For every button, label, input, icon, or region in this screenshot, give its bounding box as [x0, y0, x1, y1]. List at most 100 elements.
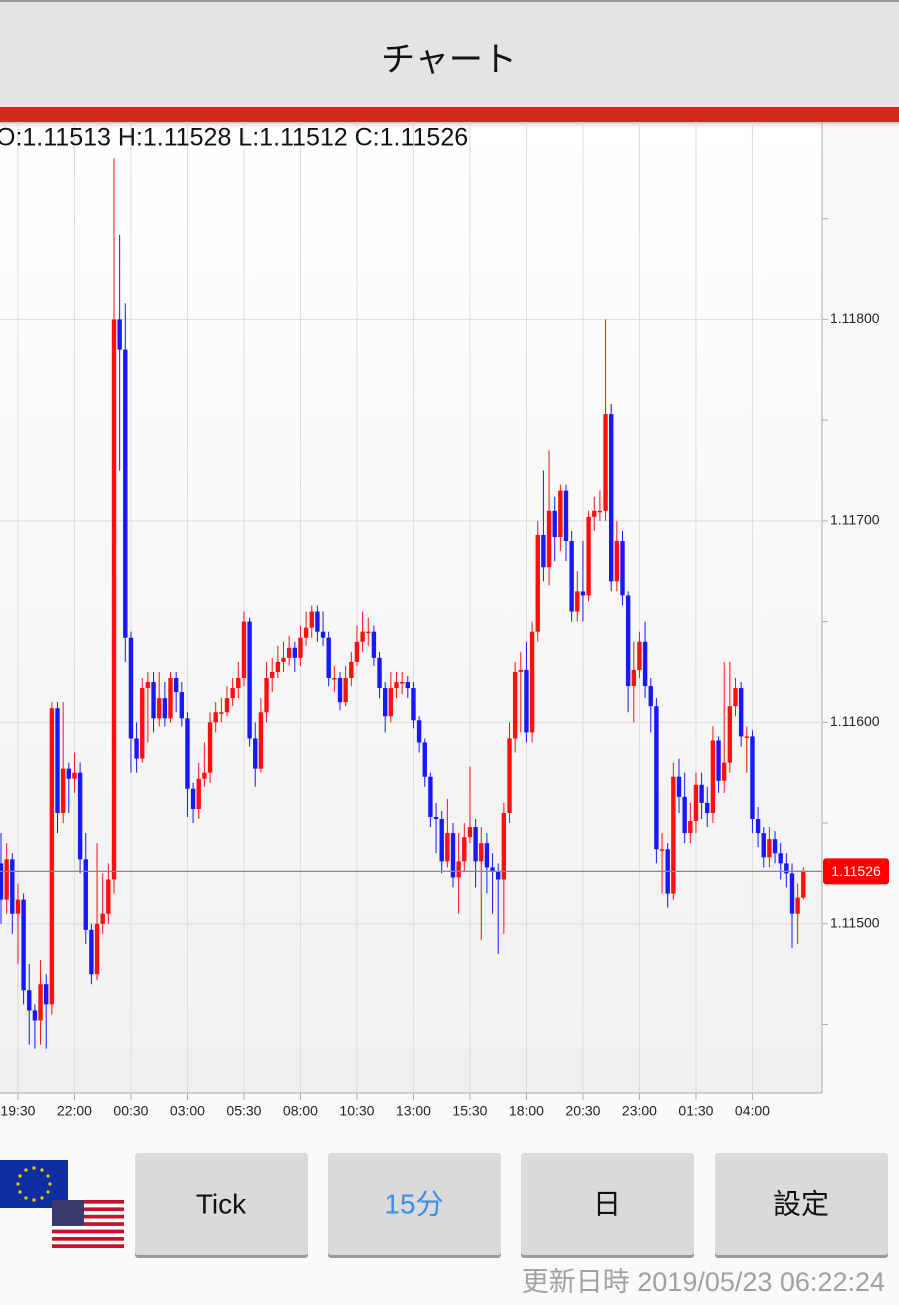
candle-body: [281, 657, 286, 662]
candle-body: [128, 637, 134, 739]
candle-body: [473, 827, 478, 862]
button-face: [328, 1153, 501, 1255]
candle-body: [750, 736, 755, 820]
candle-body: [479, 843, 484, 862]
candle-body: [332, 678, 337, 680]
candle-body: [258, 712, 264, 769]
candle-body: [416, 720, 422, 743]
candle-body: [784, 863, 789, 874]
candle-body: [462, 837, 467, 862]
candle-body: [450, 833, 456, 878]
candle-body: [320, 631, 326, 638]
tab-button[interactable]: 設定: [715, 1153, 888, 1258]
candle-body: [179, 692, 184, 719]
candle-body: [512, 671, 518, 739]
x-tick-label: 00:30: [113, 1103, 148, 1119]
candle-body: [315, 611, 320, 632]
candle-body: [230, 688, 235, 699]
button-face: [135, 1153, 308, 1255]
candle-body: [795, 897, 800, 914]
button-label: 設定: [773, 1188, 829, 1219]
candle-body: [682, 796, 687, 834]
candle-body: [134, 738, 139, 759]
red-bar-shadow: [0, 122, 899, 128]
candle-body: [360, 631, 365, 642]
ohlc-readout: O:1.11513 H:1.11528 L:1.11512 C:1.11526: [0, 124, 468, 152]
candle-body: [671, 776, 676, 894]
candle-body: [744, 736, 749, 738]
candle-body: [755, 819, 761, 834]
button-face: [521, 1153, 694, 1255]
candle-body: [625, 595, 631, 687]
candle-body: [484, 843, 490, 868]
y-tick-label: 1.11500: [830, 914, 880, 930]
candle-body: [580, 591, 586, 596]
candle-body: [190, 788, 196, 809]
candle-body: [501, 812, 507, 880]
candle-body: [648, 686, 653, 707]
candle-body: [253, 738, 258, 769]
x-tick-label: 10:30: [339, 1103, 374, 1119]
tab-button[interactable]: Tick: [135, 1153, 308, 1258]
x-tick-label: 18:00: [509, 1103, 544, 1119]
plot-area: [0, 122, 822, 1093]
candle-body: [433, 817, 439, 820]
candle-body: [106, 879, 111, 914]
button-label: 15分: [384, 1188, 443, 1219]
candle-body: [535, 534, 540, 632]
candle-body: [337, 678, 343, 703]
candle-body: [541, 534, 546, 568]
candle-body: [173, 678, 179, 693]
candle-body: [298, 637, 303, 658]
candle-body: [603, 414, 608, 511]
candle-body: [27, 990, 32, 1011]
candle-body: [642, 641, 648, 687]
x-tick-label: 23:00: [622, 1103, 657, 1119]
tab-button[interactable]: 日: [521, 1153, 694, 1258]
candle-body: [309, 611, 314, 628]
red-bar: [0, 107, 899, 122]
candle-body: [196, 778, 201, 809]
candle-body: [151, 682, 156, 719]
us-flag: [52, 1200, 124, 1248]
candle-body: [145, 682, 151, 689]
candle-body: [100, 913, 105, 924]
candle-body: [654, 706, 659, 850]
candle-body: [496, 871, 501, 880]
candle-body: [439, 819, 444, 862]
candle-body: [38, 984, 43, 1021]
candle-body: [529, 631, 535, 733]
candle-body: [66, 768, 71, 779]
x-tick-label: 19:30: [0, 1103, 35, 1119]
candle-body: [21, 899, 26, 991]
candle-body: [111, 319, 117, 880]
x-tick-label: 22:00: [57, 1103, 92, 1119]
button-label: Tick: [196, 1188, 247, 1219]
candle-body: [422, 742, 427, 777]
candle-body: [264, 678, 269, 713]
candle-body: [592, 510, 597, 517]
candle-body: [383, 688, 388, 717]
y-tick-label: 1.11800: [830, 310, 880, 326]
candle-body: [371, 631, 377, 658]
candle-body: [168, 678, 173, 719]
candle-body: [117, 319, 122, 350]
update-time: 更新日時 2019/05/23 06:22:24: [522, 1267, 885, 1297]
tab-button[interactable]: 15分: [328, 1153, 501, 1258]
candle-body: [185, 718, 190, 789]
candle-body: [716, 740, 721, 781]
candle-body: [727, 706, 733, 763]
last-price-label: 1.11526: [831, 863, 881, 879]
candle-body: [123, 349, 128, 638]
candle-body: [157, 698, 162, 719]
candle-body: [772, 839, 778, 854]
candle-body: [801, 871, 806, 898]
candle-body: [140, 688, 145, 759]
candle-body: [15, 899, 21, 914]
candle-body: [77, 772, 83, 860]
button-label: 日: [593, 1188, 621, 1219]
candle-body: [354, 641, 360, 662]
candle-body: [0, 863, 4, 900]
